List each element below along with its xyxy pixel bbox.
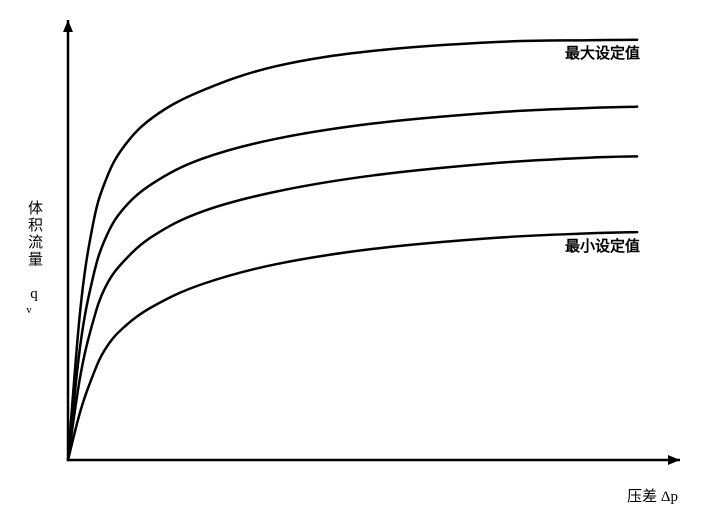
chart-container: { "chart": { "type": "line", "background… — [0, 0, 706, 510]
curve-label-c1: 最大设定值 — [565, 42, 640, 63]
x-axis-label: 压差 Δp — [627, 485, 678, 506]
y-axis-label: 体积流量 qv — [24, 200, 45, 316]
curve-label-c4: 最小设定值 — [565, 235, 640, 256]
